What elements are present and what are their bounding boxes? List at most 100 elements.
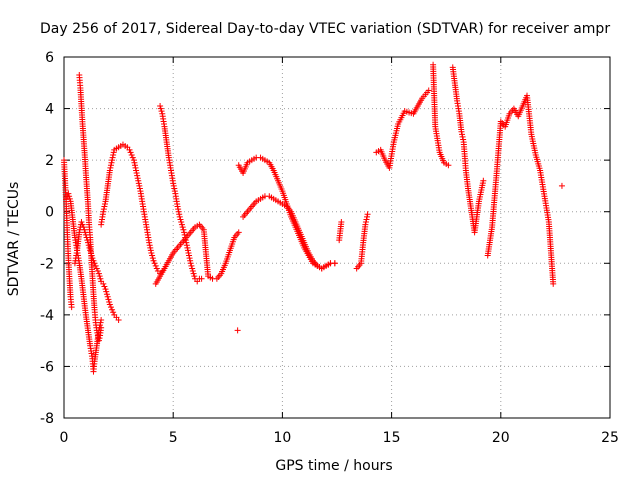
data-point [187,257,194,264]
data-point [191,273,198,280]
axes: 0 5 10 15 20 25 -8 -6 -4 -2 0 2 4 6 [40,50,619,446]
data-point [363,216,370,223]
data-point [110,149,117,156]
data-point [127,149,134,156]
y-tick-label: -4 [40,308,54,324]
data-point [107,164,114,171]
data-point [170,182,177,189]
data-point [106,301,113,308]
data-point [92,262,99,269]
data-point [178,221,185,228]
data-point [189,268,196,275]
data-point [175,206,182,213]
series-track-e [98,141,166,277]
data-point [175,208,182,215]
data-point [101,203,108,210]
series-track-i [240,193,338,272]
data-point [174,203,181,210]
data-point [459,133,466,140]
data-point [364,211,371,218]
y-tick-label: 6 [45,50,54,66]
data-point [146,242,153,249]
data-point [235,229,242,236]
data-point [176,213,183,220]
data-point [190,270,197,277]
data-point [126,146,133,153]
data-point [176,211,183,218]
data-point [558,182,565,189]
data-point [130,157,137,164]
data-point [171,185,178,192]
data-point [110,151,117,158]
data-point [95,270,102,277]
y-axis-label: SDTVAR / TECUs [6,182,22,297]
series-track-l [430,61,565,287]
plot-border [63,56,611,419]
data-point [149,255,156,262]
series-track-j [234,211,371,334]
data-point [98,324,105,331]
data-point [152,262,159,269]
data-point [81,226,88,233]
data-point [362,221,369,228]
data-point [147,247,154,254]
data-point [86,244,93,251]
data-point [115,317,122,324]
data-point [151,260,158,267]
data-point [106,298,113,305]
data-point [103,291,110,298]
data-point [131,159,138,166]
data-point [189,265,196,272]
data-point [102,286,109,293]
y-tick-label: -8 [40,411,54,427]
data-point [157,102,164,109]
x-tick-label: 25 [601,430,619,446]
data-point [106,167,113,174]
data-point [65,190,72,197]
series-track-h [235,154,338,272]
data-point [186,255,193,262]
x-tick-label: 0 [60,430,69,446]
y-tick-label: 2 [45,153,54,169]
data-point [104,293,111,300]
data-point [96,273,103,280]
data-point [133,170,140,177]
data-point [149,252,156,259]
data-point [100,280,107,287]
data-point [100,208,107,215]
data-point [362,219,369,226]
y-tick-label: -6 [40,359,54,375]
data-point [459,131,466,138]
data-point [136,185,143,192]
series-track-k [373,87,432,171]
data-point [184,247,191,254]
data-point [171,188,178,195]
data-point [108,159,115,166]
data-point [445,162,452,169]
series-track-b [63,190,105,375]
data-point [107,304,114,311]
data-point [147,244,154,251]
data-point [458,128,465,135]
y-tick-label: 4 [45,102,54,118]
data-points [61,61,565,375]
data-point [129,154,136,161]
data-point [131,162,138,169]
data-point [133,167,140,174]
data-point [97,275,104,282]
data-point [95,337,102,344]
y-tick-label: 0 [45,205,54,221]
data-point [98,317,105,324]
data-point [109,306,116,313]
data-point [80,224,87,231]
data-point [103,288,110,295]
data-point [78,219,85,226]
data-point [128,151,135,158]
data-point [425,87,432,94]
data-point [180,226,187,233]
data-point [148,249,155,256]
data-point [136,182,143,189]
data-point [101,200,108,207]
data-point [135,180,142,187]
